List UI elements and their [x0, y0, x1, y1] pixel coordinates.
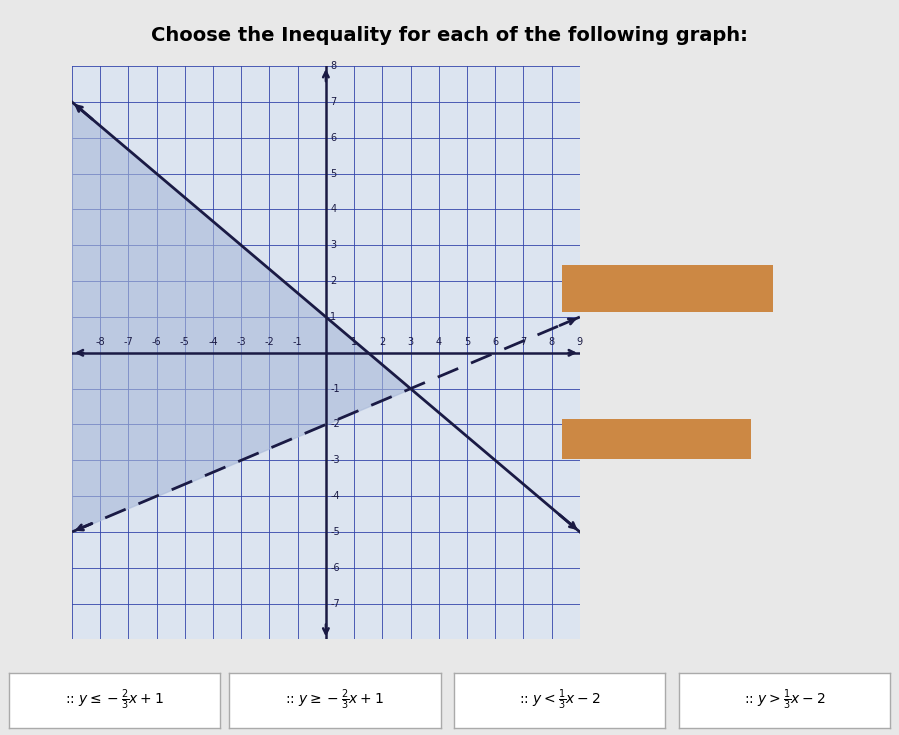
Text: :: $y \geq -\frac{2}{3}x+1$: :: $y \geq -\frac{2}{3}x+1$	[286, 688, 384, 712]
Text: 6: 6	[492, 337, 498, 348]
Text: 7: 7	[521, 337, 527, 348]
Text: 5: 5	[464, 337, 470, 348]
Text: :: $y < \frac{1}{3}x-2$: :: $y < \frac{1}{3}x-2$	[519, 688, 601, 712]
Text: 4: 4	[330, 204, 336, 215]
Text: -6: -6	[152, 337, 162, 348]
Text: -2: -2	[264, 337, 274, 348]
Text: -7: -7	[123, 337, 133, 348]
Text: 4: 4	[436, 337, 441, 348]
Text: -7: -7	[330, 598, 340, 609]
Text: -4: -4	[209, 337, 218, 348]
Text: -1: -1	[330, 384, 340, 394]
Text: 3: 3	[407, 337, 414, 348]
Text: -8: -8	[95, 337, 105, 348]
Text: 2: 2	[379, 337, 386, 348]
Text: -3: -3	[330, 455, 340, 465]
Text: 5: 5	[330, 168, 336, 179]
Text: :: $y \leq -\frac{2}{3}x+1$: :: $y \leq -\frac{2}{3}x+1$	[66, 688, 164, 712]
Text: 1: 1	[330, 312, 336, 322]
Text: Choose the Inequality for each of the following graph:: Choose the Inequality for each of the fo…	[151, 26, 748, 45]
Text: -1: -1	[293, 337, 302, 348]
Text: 8: 8	[548, 337, 555, 348]
Text: :: $y > \frac{1}{3}x-2$: :: $y > \frac{1}{3}x-2$	[743, 688, 825, 712]
Text: -3: -3	[236, 337, 246, 348]
Text: 7: 7	[330, 97, 336, 107]
Text: 6: 6	[330, 133, 336, 143]
Text: -6: -6	[330, 563, 340, 573]
Text: -2: -2	[330, 420, 340, 429]
Text: 8: 8	[330, 61, 336, 71]
Text: 2: 2	[330, 276, 336, 286]
Text: 9: 9	[577, 337, 583, 348]
Text: 3: 3	[330, 240, 336, 251]
Text: -4: -4	[330, 491, 340, 501]
Text: -5: -5	[180, 337, 190, 348]
Text: 1: 1	[351, 337, 357, 348]
Text: -5: -5	[330, 527, 340, 537]
